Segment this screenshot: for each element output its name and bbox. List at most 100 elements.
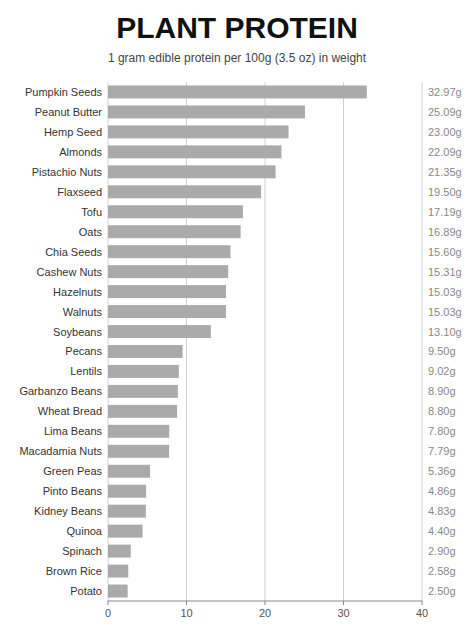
grid (108, 82, 422, 601)
grid-line (265, 82, 266, 601)
tick (108, 601, 109, 605)
grid-line (108, 82, 109, 601)
category-label: Chia Seeds (45, 246, 102, 258)
data-label: 4.86g (428, 485, 456, 497)
bar (108, 105, 305, 118)
data-label: 5.36g (428, 465, 456, 477)
category-label: Garbanzo Beans (19, 385, 102, 397)
category-label: Potato (70, 585, 102, 597)
bar (108, 585, 128, 598)
data-label: 21.35g (428, 166, 462, 178)
bar (108, 485, 146, 498)
bar (108, 265, 228, 278)
category-label: Hazelnuts (53, 286, 102, 298)
data-label: 32.97g (428, 86, 462, 98)
title: PLANT PROTEIN (116, 11, 358, 44)
bar (108, 365, 179, 378)
tick (186, 601, 187, 605)
bar (108, 385, 178, 398)
category-label: Lima Beans (44, 425, 103, 437)
category-label: Tofu (81, 206, 102, 218)
bar (108, 545, 131, 558)
data-label: 15.31g (428, 266, 462, 278)
category-label: Almonds (59, 146, 102, 158)
category-label: Kidney Beans (34, 505, 102, 517)
grid-line (343, 82, 344, 601)
data-label: 23.00g (428, 126, 462, 138)
tick (422, 601, 423, 605)
data-label: 25.09g (428, 106, 462, 118)
category-label: Walnuts (63, 306, 103, 318)
tick (343, 601, 344, 605)
bar (108, 85, 367, 98)
category-label: Quinoa (67, 525, 103, 537)
bar (108, 305, 226, 318)
category-label: Flaxseed (57, 186, 102, 198)
data-label: 4.83g (428, 505, 456, 517)
tick-label: 30 (337, 607, 349, 619)
category-label: Wheat Bread (38, 405, 102, 417)
grid-line (186, 82, 187, 601)
x-axis: 0 10 20 30 40 (105, 601, 428, 619)
page: {"chart_data": { "type": "bar", "orienta… (0, 0, 474, 631)
tick-label: 10 (180, 607, 192, 619)
data-label: 2.90g (428, 545, 456, 557)
category-label: Cashew Nuts (37, 266, 103, 278)
bar (108, 225, 241, 238)
data-label: 16.89g (428, 226, 462, 238)
bar (108, 465, 150, 478)
data-label: 4.40g (428, 525, 456, 537)
data-label: 8.90g (428, 385, 456, 397)
category-label: Pinto Beans (43, 485, 103, 497)
category-label: Soybeans (53, 326, 102, 338)
bar (108, 325, 211, 338)
category-label: Macadamia Nuts (19, 445, 102, 457)
bar (108, 505, 146, 518)
tick-label: 20 (259, 607, 271, 619)
bars (108, 85, 367, 597)
bar (108, 165, 276, 178)
category-label: Pistachio Nuts (32, 166, 103, 178)
data-label: 15.03g (428, 286, 462, 298)
bar (108, 205, 243, 218)
data-label: 9.50g (428, 345, 456, 357)
data-label: 7.80g (428, 425, 456, 437)
bar (108, 145, 281, 158)
subtitle: 1 gram edible protein per 100g (3.5 oz) … (108, 51, 367, 65)
bar (108, 525, 143, 538)
category-label: Pumpkin Seeds (25, 86, 103, 98)
data-label: 19.50g (428, 186, 462, 198)
category-label: Pecans (65, 345, 102, 357)
bar (108, 565, 128, 578)
data-label: 9.02g (428, 365, 456, 377)
grid-line (422, 82, 423, 601)
data-label: 13.10g (428, 326, 462, 338)
category-label: Green Peas (43, 465, 102, 477)
bar (108, 245, 230, 258)
category-label: Oats (79, 226, 103, 238)
category-label: Spinach (62, 545, 102, 557)
data-label: 15.60g (428, 246, 462, 258)
bar (108, 405, 177, 418)
bar (108, 185, 261, 198)
data-label: 7.79g (428, 445, 456, 457)
tick-label: 0 (105, 607, 111, 619)
category-label: Hemp Seed (44, 126, 102, 138)
category-label: Brown Rice (46, 565, 102, 577)
bar (108, 345, 183, 358)
tick-label: 40 (416, 607, 428, 619)
bar (108, 285, 226, 298)
data-label: 8.80g (428, 405, 456, 417)
tick (265, 601, 266, 605)
data-label: 15.03g (428, 306, 462, 318)
chart: PLANT PROTEIN 1 gram edible protein per 1… (0, 0, 474, 631)
data-label: 2.58g (428, 565, 456, 577)
category-label: Lentils (70, 365, 102, 377)
bar (108, 425, 169, 438)
category-label: Peanut Butter (35, 106, 103, 118)
bar (108, 125, 289, 138)
data-label: 17.19g (428, 206, 462, 218)
bar (108, 445, 169, 458)
data-label: 2.50g (428, 585, 456, 597)
data-label: 22.09g (428, 146, 462, 158)
